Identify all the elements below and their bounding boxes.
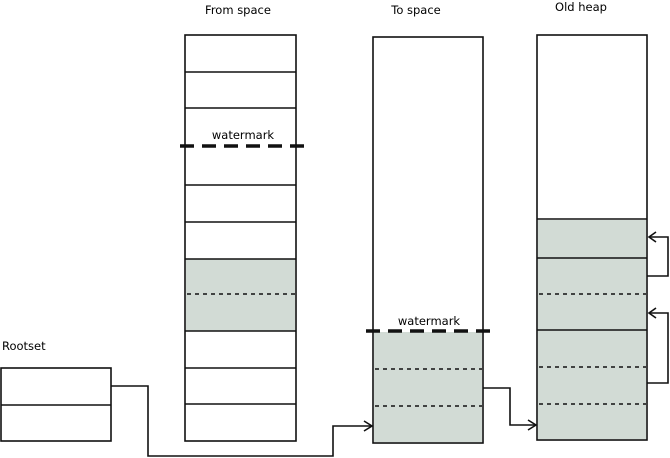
from-space-live-block xyxy=(186,259,295,331)
to-space-label: To space xyxy=(390,3,441,17)
rootset: Rootset xyxy=(0,339,112,442)
from-space-label: From space xyxy=(205,3,271,17)
old-heap-label: Old heap xyxy=(555,0,607,14)
from-space-watermark-label: watermark xyxy=(212,128,275,142)
to-space-to-old-heap-arrow xyxy=(483,387,535,426)
to-space-column: To space watermark xyxy=(366,3,491,444)
old-heap-self-reference-arrow-2 xyxy=(647,312,669,384)
rootset-to-to-space-arrow xyxy=(111,385,371,457)
to-space-copied-block xyxy=(374,332,482,442)
old-heap-column: Old heap xyxy=(536,0,669,441)
to-space-watermark-label: watermark xyxy=(398,314,461,328)
from-space-column: From space watermark xyxy=(180,3,305,442)
old-heap-self-reference-arrow-1 xyxy=(647,236,669,277)
rootset-label: Rootset xyxy=(2,339,46,353)
